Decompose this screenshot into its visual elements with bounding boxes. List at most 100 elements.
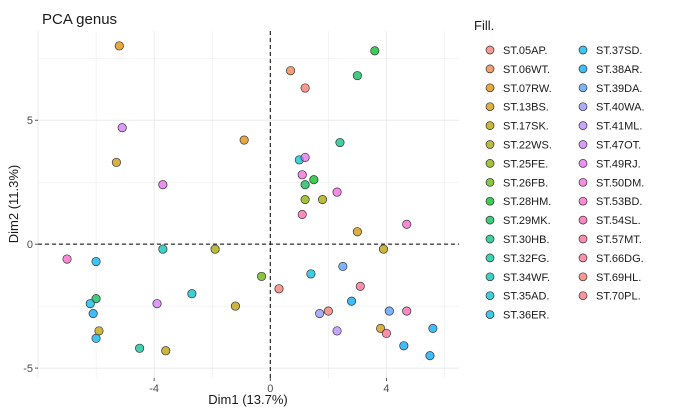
x-tick-label: 4 (383, 383, 389, 395)
legend-entry: ST.13BS. (485, 102, 549, 114)
legend-swatch (578, 83, 588, 93)
x-tick-label: -4 (149, 383, 159, 395)
data-point (370, 46, 380, 56)
legend-entry: ST.05AP. (485, 45, 547, 57)
legend-swatch (578, 291, 588, 301)
y-tick-label: 5 (27, 115, 33, 127)
data-point (376, 323, 386, 333)
legend-label: ST.05AP. (503, 45, 547, 57)
legend-entry: ST.22WS. (485, 140, 552, 152)
legend-label: ST.06WT. (503, 64, 550, 76)
data-point (158, 244, 168, 254)
data-point (300, 83, 310, 93)
legend-swatch (578, 253, 588, 263)
data-point (62, 254, 72, 264)
y-tick-label: -5 (23, 363, 33, 375)
legend-entry: ST.40WA. (578, 102, 645, 114)
legend-entry: ST.39DA. (578, 83, 642, 95)
legend-label: ST.69HL. (596, 272, 641, 284)
data-point (114, 41, 124, 51)
legend-label: ST.26FB. (503, 177, 548, 189)
data-point (300, 152, 310, 162)
legend-swatch (578, 196, 588, 206)
data-point (332, 326, 342, 336)
data-point (347, 296, 357, 306)
legend-swatch (485, 177, 495, 187)
plot-panel (38, 31, 459, 378)
data-point (335, 137, 345, 148)
x-axis-label: Dim1 (13.7%) (208, 392, 287, 407)
data-point (85, 299, 95, 309)
legend-entry: ST.66DG. (578, 253, 644, 265)
legend-entry: ST.07RW. (485, 83, 552, 95)
legend-entry: ST.25FE. (485, 158, 548, 170)
legend-swatch (485, 253, 495, 263)
data-point (399, 341, 409, 351)
legend-swatch (485, 215, 495, 225)
legend-swatch (485, 310, 495, 319)
legend-entry: ST.47OT. (578, 140, 641, 152)
legend-swatch (485, 196, 495, 206)
legend-label: ST.50DM. (596, 177, 644, 189)
legend-swatch (578, 159, 588, 168)
legend-entry: ST.50DM. (578, 177, 644, 189)
data-point (402, 219, 412, 229)
data-point (158, 180, 168, 190)
legend-label: ST.54SL. (596, 215, 641, 227)
data-point (332, 187, 342, 197)
legend-label: ST.34WF. (503, 272, 550, 284)
data-point (230, 301, 240, 311)
legend-entry: ST.38AR. (578, 64, 642, 76)
legend-swatch (578, 215, 588, 225)
legend-label: ST.47OT. (596, 140, 641, 152)
data-point (257, 271, 267, 281)
legend-swatch (485, 272, 495, 282)
legend-swatch (485, 291, 495, 301)
legend-label: ST.39DA. (596, 83, 642, 95)
data-point (88, 309, 98, 319)
data-point (425, 351, 435, 361)
data-point (352, 71, 362, 81)
legend-label: ST.38AR. (596, 64, 642, 76)
legend-entry: ST.69HL. (578, 272, 641, 284)
data-point (317, 194, 328, 205)
legend-label: ST.49RJ. (596, 158, 641, 170)
x-tick-label: 0 (267, 383, 273, 395)
data-point (402, 306, 412, 316)
data-point (91, 294, 101, 304)
legend-swatch (485, 83, 495, 93)
legend-swatch (485, 121, 495, 130)
legend-swatch (578, 140, 588, 149)
legend-entry: ST.32FG. (485, 253, 549, 265)
legend-entry: ST.54SL. (578, 215, 641, 227)
data-point (210, 244, 220, 254)
legend-swatch (578, 121, 588, 130)
data-point (381, 328, 391, 338)
legend-label: ST.30HB. (503, 234, 549, 246)
legend-entry: ST.30HB. (485, 234, 549, 246)
y-axis-ticks: -5 0 5 (23, 115, 38, 375)
legend: Fill. ST.05AP. ST.06WT. ST.07RW. ST.13BS. ST… (474, 18, 645, 322)
legend-swatch (578, 102, 588, 112)
legend-label: ST.13BS. (503, 102, 549, 114)
data-point (378, 244, 389, 254)
data-point (297, 209, 307, 219)
legend-entry: ST.36ER. (485, 310, 549, 322)
data-point (338, 261, 348, 272)
data-point (352, 227, 362, 237)
legend-label: ST.32FG. (503, 253, 549, 265)
legend-swatch (578, 177, 588, 187)
legend-entry: ST.34WF. (485, 272, 550, 284)
data-point (161, 346, 171, 356)
y-tick-label: 0 (27, 239, 33, 251)
legend-label: ST.37SD. (596, 45, 642, 57)
legend-label: ST.29MK. (503, 215, 551, 227)
data-points (62, 41, 438, 361)
data-point (152, 299, 162, 309)
legend-swatch (485, 159, 495, 168)
y-axis-label: Dim2 (11.3%) (6, 165, 21, 244)
legend-swatch (485, 45, 495, 55)
data-point (91, 256, 101, 267)
data-point (239, 135, 249, 145)
